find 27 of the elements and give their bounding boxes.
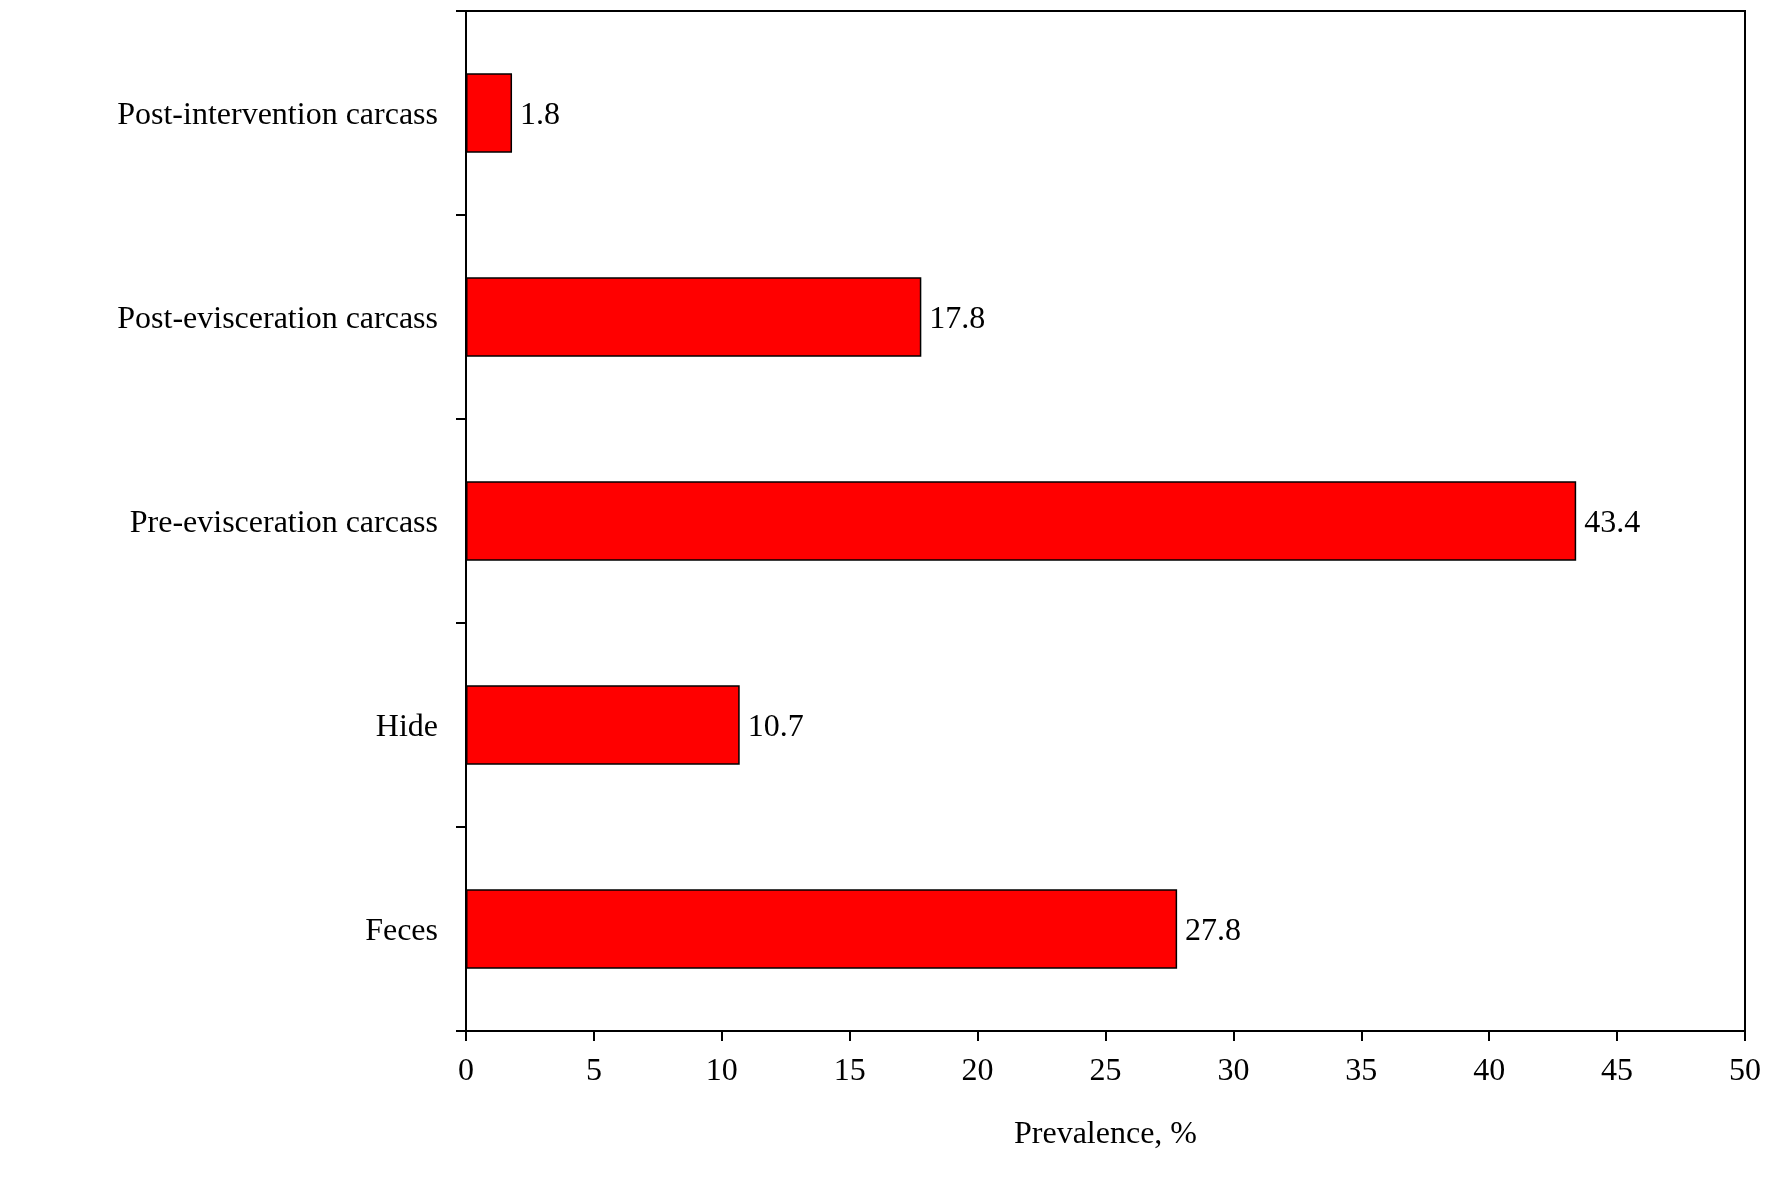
x-axis-title: Prevalence, %: [1013, 1114, 1198, 1150]
x-tick-label: 15: [833, 1051, 866, 1087]
bar: [466, 277, 922, 357]
x-tick-label: 35: [1345, 1051, 1378, 1087]
data-label: 43.4: [1584, 503, 1641, 539]
bar: [466, 889, 1178, 969]
x-tick-label: 50: [1729, 1051, 1761, 1087]
y-tick-label: Pre-evisceration carcass: [129, 503, 438, 539]
x-tick-label: 25: [1089, 1051, 1122, 1087]
data-label: 10.7: [747, 707, 804, 743]
bar: [466, 685, 740, 765]
x-tick-label: 30: [1217, 1051, 1250, 1087]
bar: [466, 481, 1577, 561]
x-tick-label: 10: [705, 1051, 738, 1087]
x-tick-label: 5: [585, 1051, 602, 1087]
x-tick-label: 45: [1601, 1051, 1634, 1087]
x-tick-label: 0: [458, 1051, 474, 1087]
data-label: 1.8: [520, 95, 561, 131]
y-tick-label: Hide: [375, 707, 438, 743]
x-tick-label: 20: [961, 1051, 994, 1087]
bar: [466, 73, 513, 153]
x-tick-label: 40: [1473, 1051, 1506, 1087]
y-tick-label: Post-evisceration carcass: [117, 299, 438, 335]
data-label: 27.8: [1185, 911, 1242, 947]
data-label: 17.8: [929, 299, 986, 335]
y-tick-label: Feces: [365, 911, 438, 947]
y-tick-label: Post-intervention carcass: [117, 95, 438, 131]
